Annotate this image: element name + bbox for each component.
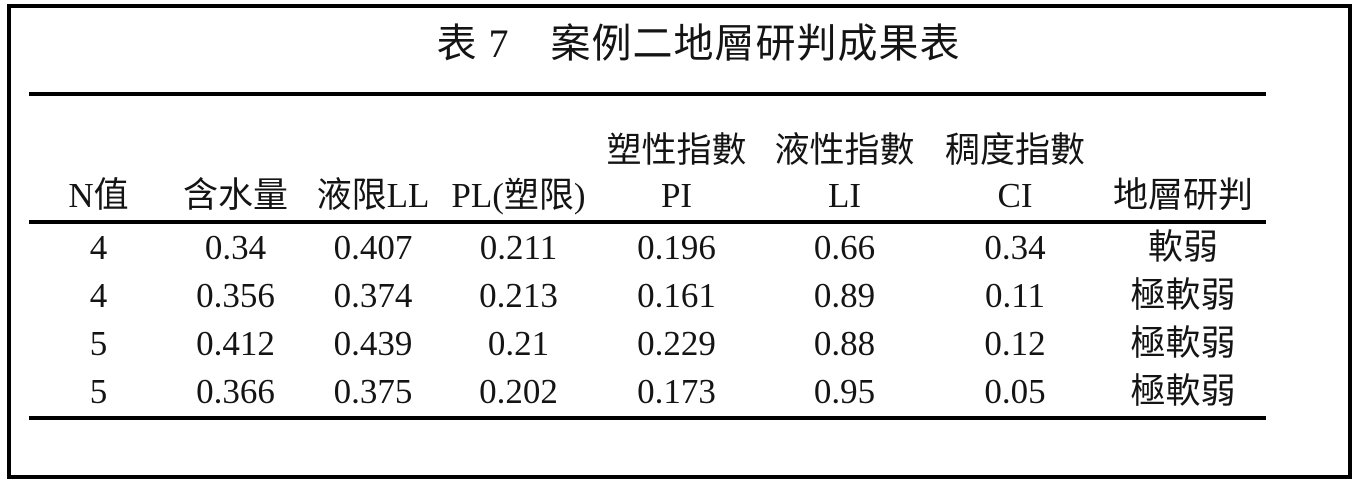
table-cell: 0.229 <box>637 324 716 363</box>
table-cell: 0.34 <box>204 228 267 267</box>
column-header-bottom-line: CI <box>997 176 1033 215</box>
column-header-liquid-limit: 液限LL <box>303 94 443 224</box>
table-cell: 0.213 <box>479 276 558 315</box>
table-row: 4 0.34 0.407 0.211 0.196 0.66 0.34 軟弱 <box>29 222 1266 272</box>
column-header-bottom-line: 地層研判 <box>1112 176 1253 215</box>
table-cell: 0.12 <box>984 324 1046 363</box>
column-header-top-line: 稠度指數 <box>944 131 1085 170</box>
table-cell: 極軟弱 <box>1130 276 1236 315</box>
table-cell: 0.211 <box>479 228 558 267</box>
table-cell: 0.366 <box>196 372 275 411</box>
table-cell: 軟弱 <box>1147 228 1218 267</box>
column-header-top-line: 塑性指數 <box>606 131 747 170</box>
header-row: N值 含水量 液限LL PL(塑限) 塑性指數 PI <box>29 94 1266 224</box>
column-header-top-line: 液性指數 <box>774 131 915 170</box>
column-header-stratum-judgment: 地層研判 <box>1100 94 1266 224</box>
table-cell: 0.66 <box>813 228 876 267</box>
results-table: N值 含水量 液限LL PL(塑限) 塑性指數 PI <box>29 92 1266 420</box>
table-cell: 5 <box>89 324 108 363</box>
column-header-bottom-line: 液限LL <box>316 176 430 215</box>
table-row: 5 0.366 0.375 0.202 0.173 0.95 0.05 極軟弱 <box>29 368 1266 418</box>
column-header-bottom-line: 含水量 <box>182 176 288 215</box>
table-cell: 極軟弱 <box>1130 324 1236 363</box>
figure-border <box>7 4 1352 479</box>
table-row: 5 0.412 0.439 0.21 0.229 0.88 0.12 極軟弱 <box>29 320 1266 368</box>
column-header-plastic-limit: PL(塑限) <box>443 94 594 224</box>
table-cell: 0.173 <box>637 372 716 411</box>
table-cell: 0.407 <box>333 228 413 267</box>
column-header-bottom-line: PL(塑限) <box>451 176 586 215</box>
table-cell: 0.34 <box>984 228 1046 267</box>
table-cell: 4 <box>89 228 108 267</box>
table-cell: 0.21 <box>487 324 550 363</box>
table-cell: 0.439 <box>333 324 413 363</box>
column-header-plasticity-index: 塑性指數 PI <box>594 94 759 224</box>
table-title: 表 7 案例二地層研判成果表 <box>436 21 961 66</box>
column-header-bottom-line: PI <box>660 176 693 215</box>
table-cell: 4 <box>89 276 108 315</box>
table-cell: 0.356 <box>196 276 275 315</box>
table-cell: 0.11 <box>985 276 1045 315</box>
column-header-n-value: N值 <box>29 94 168 224</box>
table-cell: 0.374 <box>333 276 413 315</box>
table-cell: 0.161 <box>637 276 716 315</box>
table-cell: 0.95 <box>813 372 876 411</box>
column-header-bottom-line: LI <box>827 176 862 215</box>
column-header-consistency-index: 稠度指數 CI <box>930 94 1100 224</box>
column-header-water-content: 含水量 <box>168 94 303 224</box>
table-cell: 5 <box>89 372 108 411</box>
table-cell: 0.88 <box>813 324 876 363</box>
table-cell: 0.375 <box>333 372 413 411</box>
table-row: 4 0.356 0.374 0.213 0.161 0.89 0.11 極軟弱 <box>29 272 1266 320</box>
table-cell: 0.202 <box>479 372 558 411</box>
table-cell: 0.196 <box>637 228 716 267</box>
table-cell: 0.412 <box>196 324 275 363</box>
column-header-bottom-line: N值 <box>68 176 129 215</box>
column-header-liquidity-index: 液性指數 LI <box>759 94 930 224</box>
table-cell: 極軟弱 <box>1130 372 1236 411</box>
table-cell: 0.05 <box>984 372 1046 411</box>
table-cell: 0.89 <box>813 276 876 315</box>
